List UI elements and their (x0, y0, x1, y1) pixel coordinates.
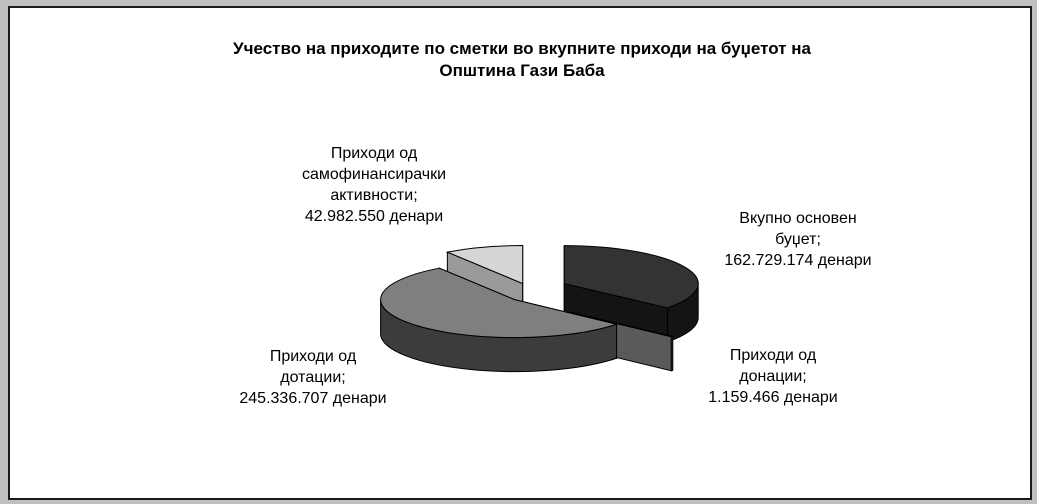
slice-label-budget-line-3: 162.729.174 денари (724, 252, 872, 269)
slice-label-grants-line-2: дотации; (280, 369, 346, 386)
pie-slice-grants-top (380, 267, 619, 339)
slice-label-grants: Приходи од дотации; 245.336.707 денари (193, 346, 433, 409)
slice-label-budget: Вкупно основен буџет; 162.729.174 денари (668, 208, 928, 271)
chart-title-line-2: Општина Гази Баба (439, 61, 605, 80)
slice-label-selffinancing: Приходи од самофинансирачки активности; … (254, 143, 494, 227)
slice-label-selffinancing-line-2: самофинансирачки (301, 166, 447, 183)
slice-label-grants-line-1: Приходи од (269, 348, 357, 365)
chart-title: Учество на приходите по сметки во вкупни… (10, 38, 1034, 82)
pie-slice-donations-top (569, 311, 675, 338)
slice-label-donations: Приходи од донации; 1.159.466 денари (653, 345, 893, 408)
slice-label-selffinancing-line-3: активности; (330, 187, 418, 204)
pie-chart (380, 245, 699, 373)
slice-label-budget-line-2: буџет; (775, 231, 821, 248)
slice-label-selffinancing-line-1: Приходи од (330, 145, 418, 162)
slice-label-donations-line-2: донации; (739, 368, 807, 385)
pie-slice-budget-top (563, 245, 699, 309)
chart-area: Учество на приходите по сметки во вкупни… (8, 6, 1032, 500)
pie-slice-selffinancing-top (445, 245, 524, 285)
slice-label-grants-line-3: 245.336.707 денари (239, 390, 387, 407)
slice-label-selffinancing-line-4: 42.982.550 денари (304, 208, 444, 225)
slice-label-budget-line-1: Вкупно основен (739, 210, 857, 227)
slice-label-donations-line-3: 1.159.466 денари (708, 389, 838, 406)
chart-title-line-1: Учество на приходите по сметки во вкупни… (233, 39, 811, 58)
slice-label-donations-line-1: Приходи од (729, 347, 817, 364)
pie-slice-grants (380, 267, 619, 373)
